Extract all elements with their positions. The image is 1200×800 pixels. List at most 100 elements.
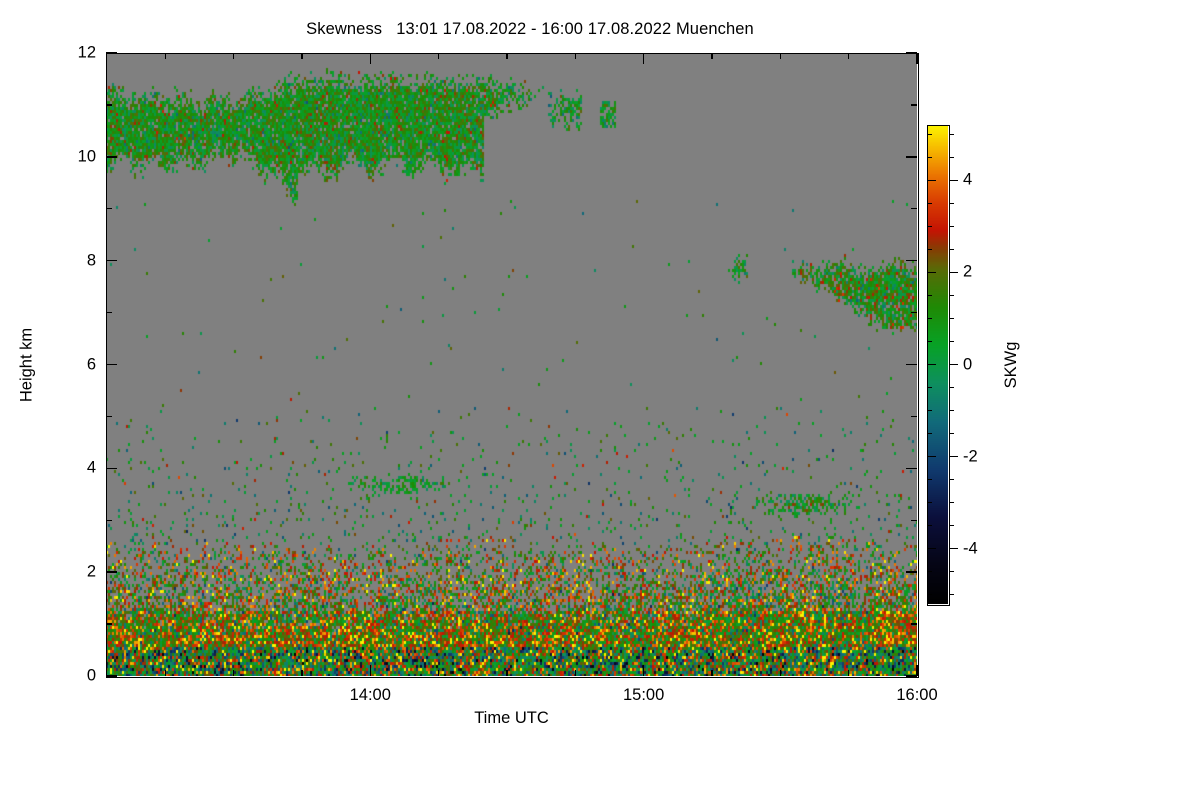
colorbar-tick-minor-left (927, 294, 932, 297)
x-tick-major-top (642, 53, 645, 64)
colorbar-tick-minor (949, 525, 955, 527)
x-tick-minor-top (847, 53, 850, 59)
colorbar-tick-minor (949, 501, 955, 504)
colorbar-tick-minor (949, 225, 955, 228)
colorbar-tick-minor-left (927, 156, 932, 158)
x-tick-minor (506, 670, 508, 676)
colorbar-tick-major (949, 548, 959, 550)
y-tick-major-right (906, 467, 917, 470)
y-tick-minor-right (911, 519, 917, 521)
x-tick-major (916, 665, 918, 676)
x-tick-minor-top (437, 53, 440, 59)
x-tick-minor (574, 670, 576, 676)
y-tick-label: 6 (86, 355, 96, 373)
y-tick-minor (106, 104, 112, 106)
colorbar-tick-minor (949, 317, 955, 320)
y-tick-label: 2 (86, 562, 96, 581)
colorbar-tick-minor-left (927, 386, 932, 389)
colorbar-tick-label: -4 (963, 539, 978, 558)
heatmap-canvas (106, 53, 917, 676)
y-tick-major (106, 156, 117, 158)
colorbar-tick-minor (949, 386, 955, 389)
colorbar-tick-major-left (927, 548, 936, 550)
x-tick-major-top (916, 53, 918, 64)
colorbar-tick-minor (949, 340, 955, 343)
colorbar-tick-minor (949, 409, 955, 412)
x-tick-minor (164, 670, 166, 676)
y-tick-major-right (906, 259, 917, 262)
colorbar-tick-major (949, 363, 959, 366)
colorbar-tick-minor (949, 202, 955, 204)
y-tick-minor-right (911, 208, 917, 210)
colorbar-tick-minor (949, 156, 955, 158)
colorbar-tick-minor-left (927, 525, 932, 527)
colorbar-tick-minor-left (927, 225, 932, 228)
y-tick-label: 10 (77, 147, 96, 166)
x-tick-minor (779, 670, 781, 676)
y-tick-minor (106, 415, 112, 418)
y-tick-minor-right (911, 415, 917, 418)
y-tick-label: 0 (86, 666, 96, 685)
x-tick-minor-top (779, 53, 781, 59)
y-tick-minor-right (911, 311, 917, 314)
colorbar-tick-label: -2 (963, 447, 978, 466)
y-tick-minor (106, 208, 112, 210)
colorbar-tick-major-left (927, 363, 936, 366)
colorbar-tick-minor (949, 248, 955, 251)
colorbar-tick-minor (949, 571, 955, 573)
x-tick-major (369, 665, 371, 676)
colorbar-tick-minor (949, 294, 955, 297)
y-tick-minor (106, 623, 112, 625)
colorbar-tick-label: 2 (963, 262, 973, 281)
x-axis-title: Time UTC (474, 709, 549, 727)
x-tick-minor-top (711, 53, 713, 59)
colorbar-tick-minor-left (927, 409, 932, 412)
colorbar-tick-major-left (927, 271, 936, 274)
y-tick-minor-right (911, 623, 917, 625)
x-tick-minor (301, 670, 303, 676)
x-tick-minor-top (574, 53, 576, 59)
colorbar-gradient (927, 125, 948, 604)
colorbar-tick-minor-left (927, 432, 932, 435)
x-tick-minor (847, 670, 850, 676)
y-tick-major (106, 467, 117, 470)
colorbar-tick-major (949, 271, 959, 274)
colorbar-tick-major (949, 179, 959, 181)
colorbar-tick-major-left (927, 179, 936, 181)
x-tick-minor (437, 670, 440, 676)
colorbar-tick-minor-left (927, 133, 932, 135)
colorbar-tick-minor-left (927, 340, 932, 343)
y-tick-minor (106, 311, 112, 314)
y-tick-minor (106, 519, 112, 521)
x-tick-major-top (369, 53, 371, 64)
colorbar-tick-minor-left (927, 317, 932, 320)
y-tick-label: 4 (86, 458, 96, 477)
y-tick-major-right (906, 571, 917, 573)
x-tick-major (642, 665, 645, 676)
y-tick-label: 12 (77, 43, 96, 62)
y-tick-major (106, 52, 117, 54)
colorbar-tick-minor-left (927, 202, 932, 204)
colorbar-tick-minor-left (927, 501, 932, 504)
y-tick-minor-right (911, 104, 917, 106)
x-tick-minor (232, 670, 235, 676)
colorbar-tick-minor (949, 478, 955, 481)
x-tick-label: 14:00 (349, 686, 391, 704)
x-tick-minor-top (506, 53, 508, 59)
y-tick-major-right (906, 363, 917, 366)
x-tick-minor (711, 670, 713, 676)
x-tick-label: 16:00 (896, 686, 938, 704)
y-tick-major (106, 675, 117, 677)
x-tick-minor-top (301, 53, 303, 59)
colorbar-title: SKWg (1001, 341, 1020, 389)
y-tick-major-right (906, 156, 917, 158)
colorbar-tick-minor (949, 133, 955, 135)
colorbar-tick-minor-left (927, 248, 932, 251)
y-axis-title: Height km (17, 327, 36, 403)
y-tick-major-right (906, 675, 917, 677)
colorbar-tick-label: 0 (963, 355, 973, 373)
y-tick-major (106, 571, 117, 573)
y-tick-major (106, 259, 117, 262)
colorbar-tick-minor-left (927, 594, 932, 596)
colorbar-tick-minor (949, 432, 955, 435)
